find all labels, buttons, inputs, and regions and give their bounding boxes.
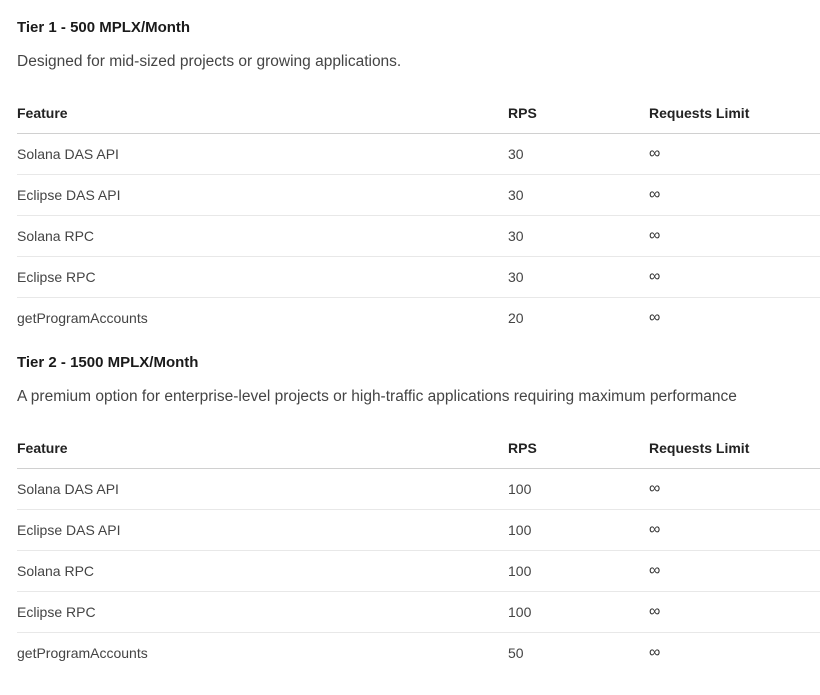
table-header-row: Feature RPS Requests Limit	[17, 428, 820, 469]
column-header: RPS	[508, 428, 649, 469]
table-row: getProgramAccounts 20 ∞	[17, 298, 820, 339]
feature-cell: Solana RPC	[17, 215, 508, 257]
tier-table: Feature RPS Requests Limit Solana DAS API 10…	[17, 428, 820, 673]
rps-cell: 30	[508, 215, 649, 257]
table-row: Solana RPC 30 ∞	[17, 215, 820, 257]
requests-limit-cell: ∞	[649, 644, 661, 661]
tier-section: Tier 2 - 1500 MPLX/Month A premium option…	[17, 338, 820, 673]
feature-cell: Eclipse DAS API	[17, 174, 508, 216]
requests-limit-cell: ∞	[649, 133, 820, 175]
rps-cell: 100	[508, 591, 649, 633]
rps-cell: 100	[508, 509, 649, 551]
tier-title: Tier 1 - 500 MPLX/Month	[17, 19, 191, 36]
tier-title: Tier 2 - 1500 MPLX/Month	[17, 354, 199, 371]
tier-description: Designed for mid-sized projects or growi…	[17, 53, 402, 70]
feature-cell: Solana RPC	[17, 550, 508, 592]
column-header: Feature	[17, 93, 508, 134]
table-row: Eclipse DAS API 100 ∞	[17, 509, 820, 551]
table-row: Solana DAS API 30 ∞	[17, 133, 820, 175]
rps-cell: 30	[508, 256, 649, 298]
requests-limit-cell: ∞	[649, 256, 820, 298]
table-row: Eclipse DAS API 30 ∞	[17, 174, 820, 216]
column-header: RPS	[508, 93, 649, 134]
table-header-row: Feature RPS Requests Limit	[17, 93, 820, 134]
feature-cell: Solana DAS API	[17, 468, 508, 510]
tier-table: Feature RPS Requests Limit Solana DAS API 30…	[17, 93, 820, 338]
tier-section: Tier 1 - 500 MPLX/Month Designed for mid-…	[17, 0, 820, 338]
column-header: Requests Limit	[649, 428, 820, 469]
requests-limit-cell: ∞	[649, 215, 820, 257]
feature-cell: getProgramAccounts	[17, 310, 148, 326]
rps-cell: 50	[508, 645, 524, 661]
requests-limit-cell: ∞	[649, 309, 661, 326]
column-header: Requests Limit	[649, 93, 820, 134]
feature-cell: Solana DAS API	[17, 133, 508, 175]
rps-cell: 20	[508, 310, 524, 326]
feature-cell: getProgramAccounts	[17, 645, 148, 661]
rps-cell: 100	[508, 550, 649, 592]
table-row: Eclipse RPC 30 ∞	[17, 256, 820, 298]
requests-limit-cell: ∞	[649, 509, 820, 551]
table-row: getProgramAccounts 50 ∞	[17, 633, 820, 674]
table-row: Solana DAS API 100 ∞	[17, 468, 820, 510]
table-row: Solana RPC 100 ∞	[17, 550, 820, 592]
feature-cell: Eclipse DAS API	[17, 509, 508, 551]
rps-cell: 30	[508, 133, 649, 175]
requests-limit-cell: ∞	[649, 550, 820, 592]
tier-description: A premium option for enterprise-level pr…	[17, 388, 737, 405]
feature-cell: Eclipse RPC	[17, 256, 508, 298]
requests-limit-cell: ∞	[649, 468, 820, 510]
requests-limit-cell: ∞	[649, 591, 820, 633]
requests-limit-cell: ∞	[649, 174, 820, 216]
column-header: Feature	[17, 428, 508, 469]
table-row: Eclipse RPC 100 ∞	[17, 591, 820, 633]
feature-cell: Eclipse RPC	[17, 591, 508, 633]
rps-cell: 30	[508, 174, 649, 216]
pricing-tiers: Tier 1 - 500 MPLX/Month Designed for mid-…	[17, 0, 820, 673]
rps-cell: 100	[508, 468, 649, 510]
